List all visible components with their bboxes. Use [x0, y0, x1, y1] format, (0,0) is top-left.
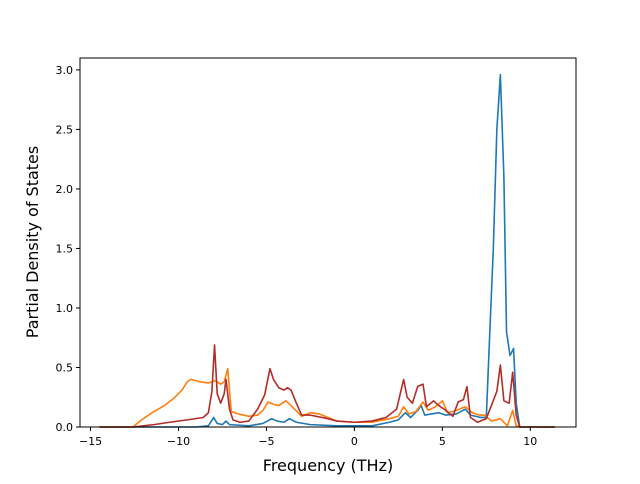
y-tick-label: 1.5	[56, 242, 74, 255]
x-tick-label: −10	[167, 435, 190, 448]
y-axis-label: Partial Density of States	[23, 146, 42, 338]
x-tick-label: 0	[351, 435, 358, 448]
series-line-2	[99, 367, 555, 428]
y-tick-label: 0.0	[56, 421, 74, 434]
y-tick-label: 0.5	[56, 361, 74, 374]
x-axis-label: Frequency (THz)	[263, 456, 393, 475]
x-tick-label: 10	[523, 435, 537, 448]
series-line-1	[99, 73, 555, 428]
x-tick-label: −15	[79, 435, 102, 448]
y-tick-label: 2.5	[56, 123, 74, 136]
plot-frame	[79, 57, 577, 428]
y-tick-label: 2.0	[56, 183, 74, 196]
x-tick-label: −5	[258, 435, 274, 448]
y-tick-label: 3.0	[56, 64, 74, 77]
x-tick-label: 5	[439, 435, 446, 448]
series-line-3	[99, 344, 555, 428]
x-axis-ticks: −15 −10 −5 0 5 10	[79, 427, 537, 448]
y-axis-ticks: 0.0 0.5 1.0 1.5 2.0 2.5 3.0	[56, 64, 80, 434]
series-layer	[99, 73, 555, 428]
y-tick-label: 1.0	[56, 302, 74, 315]
